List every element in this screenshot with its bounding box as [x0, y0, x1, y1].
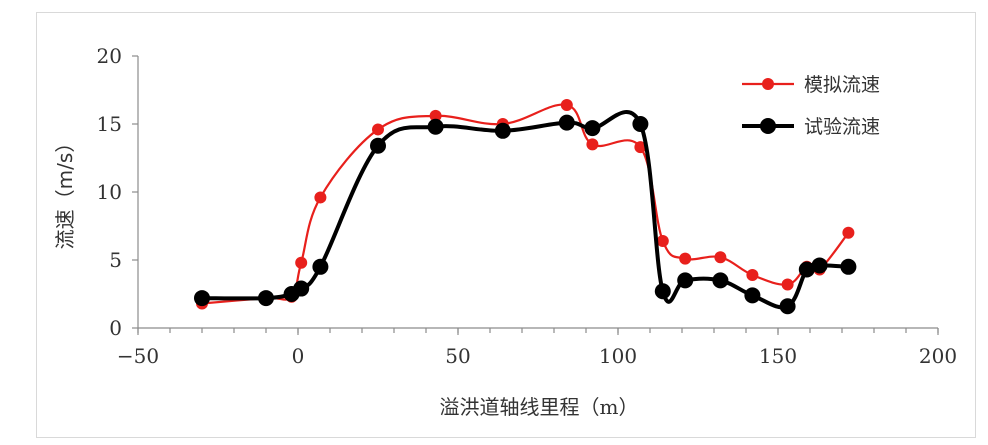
x-tick-label: −50 [117, 344, 159, 368]
data-point [558, 114, 575, 131]
data-point [632, 116, 649, 132]
data-point [798, 261, 815, 278]
x-tick-label: 200 [919, 344, 957, 368]
axes: 0 5 10 15 20 −50 0 50 100 150 200 [97, 44, 958, 368]
series-layer [194, 98, 857, 315]
x-tick-label: 0 [292, 344, 305, 368]
data-point [293, 280, 310, 297]
data-point [781, 278, 794, 291]
legend-label: 试验流速 [804, 116, 880, 138]
data-point [744, 287, 761, 304]
y-tick-label: 20 [97, 44, 122, 68]
data-point [370, 137, 386, 154]
data-point [584, 120, 601, 137]
legend-marker [762, 78, 774, 90]
data-point [842, 226, 855, 239]
data-point [494, 122, 511, 139]
data-point [295, 256, 308, 269]
series-2 [194, 109, 857, 315]
data-point [840, 258, 857, 275]
data-point [314, 191, 327, 204]
y-tick-label: 5 [109, 248, 122, 272]
data-point [654, 283, 671, 300]
data-point [312, 258, 329, 275]
data-point [258, 290, 274, 307]
data-point [779, 298, 796, 315]
y-tick-label: 10 [97, 180, 122, 204]
data-point [194, 290, 210, 307]
x-tick-label: 50 [445, 344, 470, 368]
legend-marker [760, 118, 776, 134]
data-point [427, 118, 444, 135]
data-point [714, 251, 727, 264]
data-point [586, 138, 599, 151]
data-point [372, 123, 384, 136]
data-point [677, 272, 694, 289]
x-tick-label: 150 [759, 344, 797, 368]
data-point [656, 234, 669, 247]
y-axis-label: 流速（m/s） [53, 133, 77, 250]
legend-label: 模拟流速 [804, 74, 880, 96]
data-point [634, 141, 647, 154]
y-tick-label: 0 [109, 316, 122, 340]
y-tick-label: 15 [97, 112, 122, 136]
data-point [712, 272, 729, 289]
x-tick-label: 100 [599, 344, 637, 368]
data-point [811, 257, 828, 274]
chart-frame [36, 12, 976, 438]
data-point [679, 252, 692, 265]
data-point [560, 98, 573, 111]
data-point [746, 268, 759, 281]
data-point [429, 109, 442, 122]
x-axis-label: 溢洪道轴线里程（m） [440, 395, 639, 419]
